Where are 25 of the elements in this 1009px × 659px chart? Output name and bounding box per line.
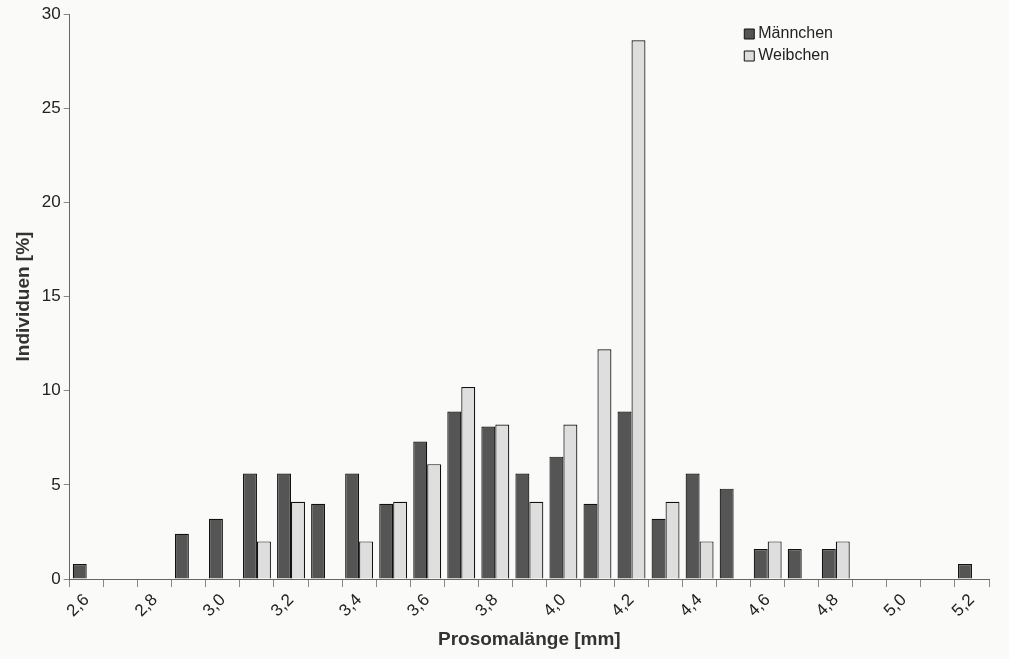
y-axis-title: Individuen [%] — [11, 231, 33, 362]
legend-label: Weibchen — [758, 46, 830, 64]
x-tick-label: 4,4 — [675, 589, 706, 621]
x-tick-label: 3,2 — [267, 589, 298, 621]
x-tick-label: 2,8 — [130, 589, 161, 621]
x-tick-label: 4,8 — [811, 589, 842, 621]
legend-label: Männchen — [758, 24, 833, 42]
x-tick-label: 5,2 — [947, 589, 979, 621]
y-tick-label: 5 — [51, 474, 61, 494]
y-tick-label: 10 — [41, 380, 61, 400]
x-tick-label: 4,2 — [607, 589, 638, 621]
x-tick-label: 3,6 — [403, 589, 434, 621]
x-tick-label: 3,0 — [198, 589, 230, 621]
y-tick-label: 25 — [41, 97, 61, 117]
x-tick-label: 4,6 — [743, 589, 774, 621]
x-tick-label: 5,0 — [879, 589, 911, 621]
y-tick-label: 20 — [41, 192, 61, 212]
y-tick-label: 30 — [41, 3, 61, 23]
x-axis-title: Prosomalänge [mm] — [438, 627, 621, 649]
y-tick-label: 15 — [41, 286, 61, 306]
y-tick-label: 0 — [51, 568, 61, 588]
x-tick-label: 3,8 — [471, 589, 502, 621]
x-tick-label: 4,0 — [539, 589, 570, 621]
x-tick-label: 2,6 — [62, 589, 93, 621]
x-tick-label: 3,4 — [335, 589, 366, 621]
